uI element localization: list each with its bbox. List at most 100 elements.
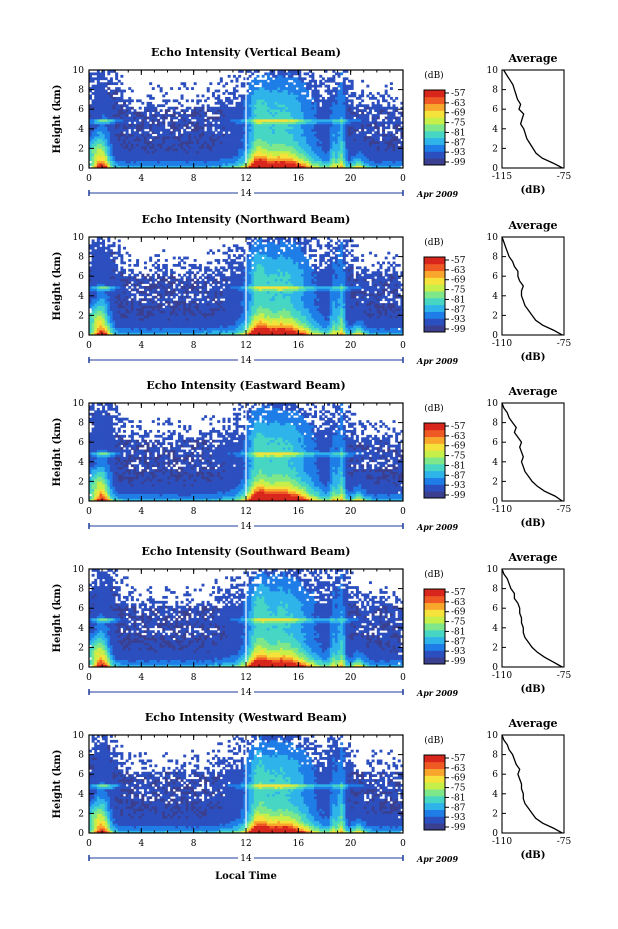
heatmap-cell [319,145,323,149]
heatmap-cell [256,148,260,152]
heatmap-cell [389,82,393,86]
heatmap-cell [177,278,181,282]
heatmap-cell [193,138,197,142]
heatmap-cell [387,94,391,98]
heatmap-cell [235,106,239,110]
heatmap-cell [133,123,137,127]
heatmap-cell [204,150,208,154]
heatmap-cell [272,84,276,88]
heatmap-cell [253,119,257,122]
heatmap-cell [204,308,208,311]
heatmap-cell [282,104,286,108]
heatmap-cell [177,288,181,292]
heatmap-cell [324,136,328,139]
heatmap-cell [94,123,98,127]
heatmap-cell [353,150,357,154]
heatmap-cell [264,101,268,105]
heatmap-cell [235,101,239,105]
heatmap-cell [342,128,346,132]
heatmap-cell [204,332,208,336]
heatmap-cell [361,138,365,142]
heatmap-cell [99,237,103,240]
heatmap-cell [191,138,195,142]
heatmap-cell [355,114,359,117]
heatmap-cell [238,109,242,112]
heatmap-cell [172,327,176,331]
heatmap-cell [117,290,121,294]
heatmap-cell [102,246,106,250]
heatmap-cell [235,109,239,112]
heatmap-cell [329,89,333,93]
heatmap-cell [125,276,129,279]
heatmap-cell [337,96,341,100]
heatmap-cell [123,158,126,161]
heatmap-cell [246,119,249,122]
heatmap-cell [94,251,98,255]
heatmap-cell [180,153,184,157]
heatmap-cell [185,295,189,299]
heatmap-cell [94,330,98,333]
heatmap-cell [232,158,236,161]
heatmap-cell [94,150,98,154]
heatmap-cell [167,298,171,302]
heatmap-cell [340,121,344,125]
heatmap-cell [162,126,166,130]
heatmap-cell [290,119,294,122]
heatmap-cell [201,131,205,135]
heatmap-cell [167,148,171,152]
heatmap-cell [314,128,317,132]
heatmap-cell [303,116,307,120]
heatmap-cell [162,150,166,154]
heatmap-cell [99,241,103,245]
heatmap-cell [128,111,132,115]
heatmap-cell [314,79,317,83]
heatmap-cell [353,131,357,135]
heatmap-cell [295,101,299,105]
heatmap-cell [193,286,197,289]
heatmap-cell [225,145,229,149]
heatmap-cell [282,77,286,81]
heatmap-cell [232,153,236,157]
heatmap-cell [96,273,100,277]
heatmap-cell [151,163,155,166]
heatmap-cell [89,74,92,78]
heatmap-cell [282,106,286,110]
heatmap-cell [201,286,205,289]
heatmap-cell [96,70,100,73]
heatmap-cell [293,101,297,105]
heatmap-cell [104,92,108,95]
heatmap-cell [368,145,372,149]
heatmap-cell [167,106,171,110]
heatmap-cell [128,315,132,319]
heatmap-cell [389,145,393,149]
heatmap-cell [251,121,255,125]
heatmap-cell [180,327,184,331]
heatmap-cell [214,128,218,132]
heatmap-cell [285,136,289,139]
heatmap-cell [125,143,129,147]
heatmap-cell [191,87,195,90]
heatmap-cell [185,141,189,144]
heatmap-cell [259,87,263,90]
heatmap-cell [123,293,126,297]
heatmap-cell [342,99,346,103]
heatmap-cell [240,128,244,132]
heatmap-cell [251,128,255,132]
heatmap-cell [314,145,317,149]
heatmap-cell [157,293,160,297]
heatmap-cell [99,116,103,120]
heatmap-cell [91,315,95,319]
heatmap-cell [112,244,116,248]
heatmap-cell [193,150,197,154]
heatmap-cell [238,126,242,130]
heatmap-cell [115,74,119,78]
heatmap-cell [298,84,302,88]
heatmap-cell [240,165,244,169]
heatmap-cell [253,70,257,73]
heatmap-cell [102,148,106,152]
heatmap-cell [170,138,174,142]
heatmap-cell [104,320,108,324]
heatmap-cell [290,82,294,86]
heatmap-cell [112,148,116,152]
heatmap-cell [376,92,380,95]
